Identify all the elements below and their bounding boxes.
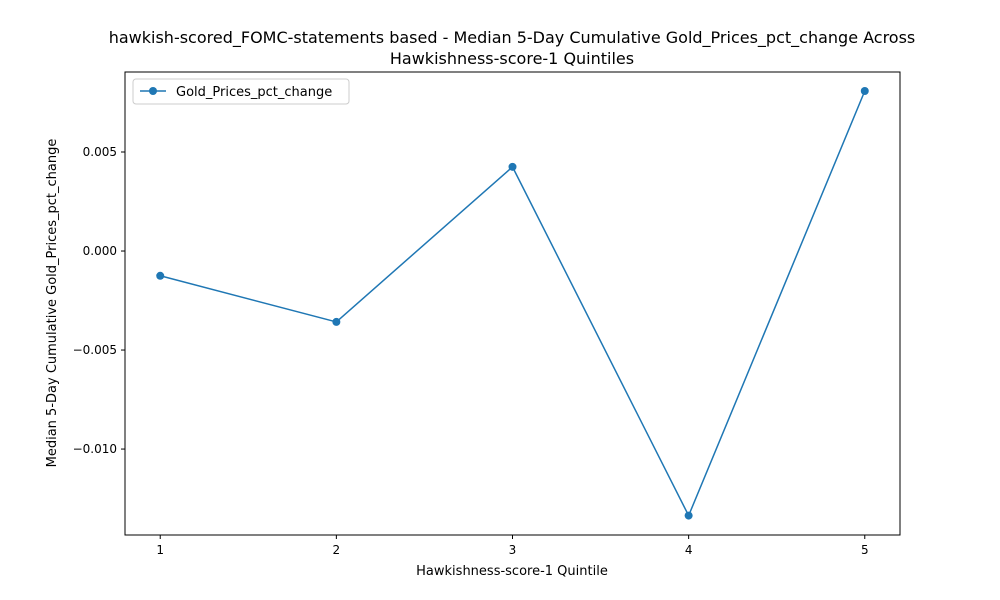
series-layer bbox=[156, 87, 869, 520]
y-tick-label: 0.005 bbox=[83, 145, 117, 159]
legend-marker-sample bbox=[149, 87, 157, 95]
data-point bbox=[156, 271, 165, 280]
legend-box bbox=[132, 78, 350, 105]
y-tick-label: −0.005 bbox=[73, 343, 117, 357]
y-axis-label: Median 5-Day Cumulative Gold_Prices_pct_… bbox=[45, 139, 60, 468]
y-tick-label: −0.010 bbox=[73, 442, 117, 456]
legend: Gold_Prices_pct_change bbox=[132, 78, 350, 105]
chart-title-line-2: Hawkishness-score-1 Quintiles bbox=[390, 49, 634, 68]
y-tick-label: 0.000 bbox=[83, 244, 117, 258]
x-tick-label: 5 bbox=[861, 543, 869, 557]
data-point bbox=[860, 87, 869, 96]
x-axis-ticks: 1 2 3 4 5 bbox=[156, 535, 869, 557]
x-tick-label: 1 bbox=[156, 543, 164, 557]
data-point bbox=[332, 317, 341, 326]
legend-entry-label: Gold_Prices_pct_change bbox=[176, 85, 332, 100]
axes-frame bbox=[124, 71, 901, 536]
y-axis-ticks: 0.005 0.000 −0.005 −0.010 bbox=[73, 145, 125, 456]
x-axis-label: Hawkishness-score-1 Quintile bbox=[416, 564, 608, 579]
x-tick-label: 4 bbox=[685, 543, 693, 557]
x-tick-label: 2 bbox=[333, 543, 341, 557]
plot-area: 1 2 3 4 5 0.005 0.000 −0.005 −0.010 bbox=[73, 71, 901, 557]
x-tick-label: 3 bbox=[509, 543, 517, 557]
data-point bbox=[684, 511, 693, 520]
data-point bbox=[508, 162, 517, 171]
chart-title-line-1: hawkish-scored_FOMC-statements based - M… bbox=[109, 28, 916, 48]
